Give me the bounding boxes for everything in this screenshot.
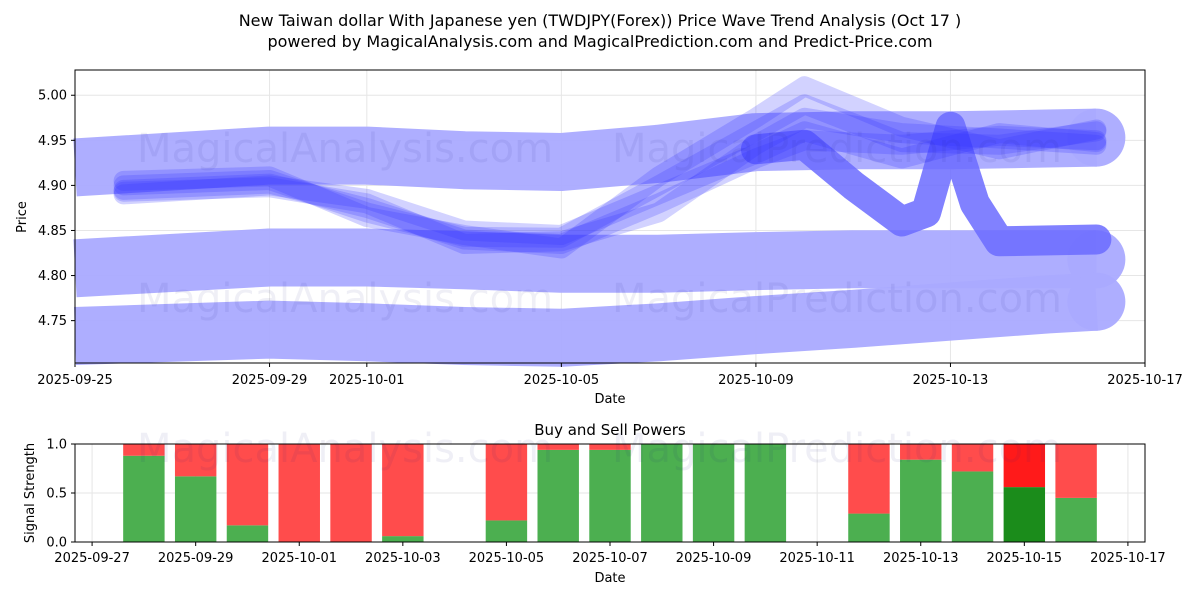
sell-bar <box>848 444 890 514</box>
watermark-analysis-top: MagicalAnalysis.com <box>137 126 553 172</box>
price-y-tick-label: 4.75 <box>38 314 67 329</box>
price-x-axis-label: Date <box>594 392 625 407</box>
price-waves <box>113 76 1112 259</box>
signal-plot: Buy and Sell Powers MagicalAnalysis.com … <box>23 421 1166 586</box>
signal-y-tick-label: 0.5 <box>46 487 67 502</box>
signal-x-axis-label: Date <box>594 571 625 586</box>
sell-bar <box>278 444 320 542</box>
signal-x-tick-label: 2025-10-11 <box>779 551 855 566</box>
price-plot-frame <box>74 69 1146 364</box>
buy-bar <box>485 520 528 542</box>
signal-x-tick-label: 2025-10-03 <box>365 551 441 566</box>
buy-bar <box>951 471 994 542</box>
signal-bars <box>123 444 1097 542</box>
buy-bar <box>641 444 683 542</box>
buy-bar <box>174 476 217 542</box>
price-y-tick-label: 5.00 <box>38 89 67 104</box>
signal-x-tick-label: 2025-10-13 <box>883 551 959 566</box>
wave-band-middle <box>73 228 1097 298</box>
watermark-prediction-top: MagicalPrediction.com <box>612 126 1062 172</box>
price-x-tick-label: 2025-10-09 <box>718 373 794 388</box>
buy-bar <box>848 513 890 542</box>
buy-bar <box>692 444 735 542</box>
buy-bar <box>1055 497 1097 542</box>
price-y-tick-label: 4.95 <box>38 134 67 149</box>
signal-y-axis-label: Signal Strength <box>23 443 38 543</box>
sell-bar <box>485 444 528 521</box>
sell-bar <box>537 444 579 450</box>
price-y-tick-label: 4.80 <box>38 269 67 284</box>
signal-y-tick-label: 0.0 <box>46 536 67 551</box>
price-y-axis-label: Price <box>15 201 30 233</box>
price-watermarks: MagicalAnalysis.com MagicalPrediction.co… <box>137 126 1062 322</box>
price-x-tick-label: 2025-10-01 <box>329 373 405 388</box>
wave-spike <box>740 111 1112 257</box>
watermark-prediction-bottom: MagicalPrediction.com <box>612 426 1062 472</box>
price-bands <box>73 108 1126 367</box>
sell-bar <box>1055 444 1097 498</box>
buy-bar <box>123 455 165 542</box>
wave-band-lower-end-cap <box>1067 272 1126 331</box>
price-x-tick-label: 2025-09-29 <box>232 373 308 388</box>
wave-band-lower <box>74 272 1099 367</box>
watermark-analysis-mid: MagicalAnalysis.com <box>137 276 553 322</box>
price-x-tick-label: 2025-10-17 <box>1107 373 1183 388</box>
signal-y-tick-label: 1.0 <box>46 438 67 453</box>
signal-x-tick-label: 2025-09-27 <box>54 551 130 566</box>
wave-band-upper <box>73 108 1097 197</box>
buy-bar <box>589 449 631 542</box>
signal-x-tick-label: 2025-10-09 <box>676 551 752 566</box>
signal-x-tick-label: 2025-10-01 <box>261 551 337 566</box>
signal-x-ticks: 2025-09-27 2025-09-29 2025-10-01 2025-10-03… <box>54 542 1166 566</box>
signal-x-tick-label: 2025-10-17 <box>1090 551 1166 566</box>
price-x-ticks: 2025-09-25 2025-09-29 2025-10-01 2025-10-05… <box>37 363 1183 388</box>
price-wave-4 <box>113 76 1107 259</box>
buy-bar <box>744 444 787 542</box>
sell-bar <box>951 444 994 472</box>
signal-chart-title: Buy and Sell Powers <box>534 421 686 439</box>
buy-bar <box>537 449 579 542</box>
sell-bar <box>174 444 217 477</box>
price-x-tick-label: 2025-09-25 <box>37 373 113 388</box>
price-wave-3 <box>113 107 1107 254</box>
buy-bar <box>1003 487 1046 542</box>
price-wave-2 <box>113 94 1107 248</box>
price-y-ticks: 4.75 4.80 4.85 4.90 4.95 5.00 <box>38 89 75 329</box>
chart-subtitle: powered by MagicalAnalysis.com and Magic… <box>267 32 932 51</box>
sell-bar <box>382 444 424 537</box>
price-wave-5 <box>113 121 1107 245</box>
signal-x-tick-label: 2025-10-15 <box>987 551 1063 566</box>
chart-title: New Taiwan dollar With Japanese yen (TWD… <box>239 11 962 30</box>
signal-x-tick-label: 2025-09-29 <box>158 551 234 566</box>
signal-watermarks: MagicalAnalysis.com MagicalPrediction.co… <box>137 426 1062 472</box>
signal-x-tick-label: 2025-10-07 <box>572 551 648 566</box>
watermark-prediction-mid: MagicalPrediction.com <box>612 276 1062 322</box>
sell-bar <box>330 444 372 542</box>
price-wave-plot: MagicalAnalysis.com MagicalPrediction.co… <box>15 69 1183 407</box>
sell-bar <box>900 444 942 460</box>
price-y-tick-label: 4.90 <box>38 179 67 194</box>
sell-bar <box>1003 444 1046 488</box>
sell-bar <box>123 444 165 456</box>
wave-band-upper-end-cap <box>1067 108 1126 167</box>
price-x-tick-label: 2025-10-13 <box>913 373 989 388</box>
signal-y-ticks: 0.0 0.5 1.0 <box>46 438 75 551</box>
buy-bar <box>900 459 942 542</box>
buy-bar <box>382 536 424 542</box>
price-x-tick-label: 2025-10-05 <box>524 373 600 388</box>
signal-x-tick-label: 2025-10-05 <box>469 551 545 566</box>
price-y-tick-label: 4.85 <box>38 224 67 239</box>
buy-bar <box>226 525 269 542</box>
sell-bar <box>226 444 269 526</box>
watermark-analysis-bottom: MagicalAnalysis.com <box>137 426 553 472</box>
price-wave-1 <box>113 125 1107 254</box>
sell-bar <box>589 444 631 450</box>
